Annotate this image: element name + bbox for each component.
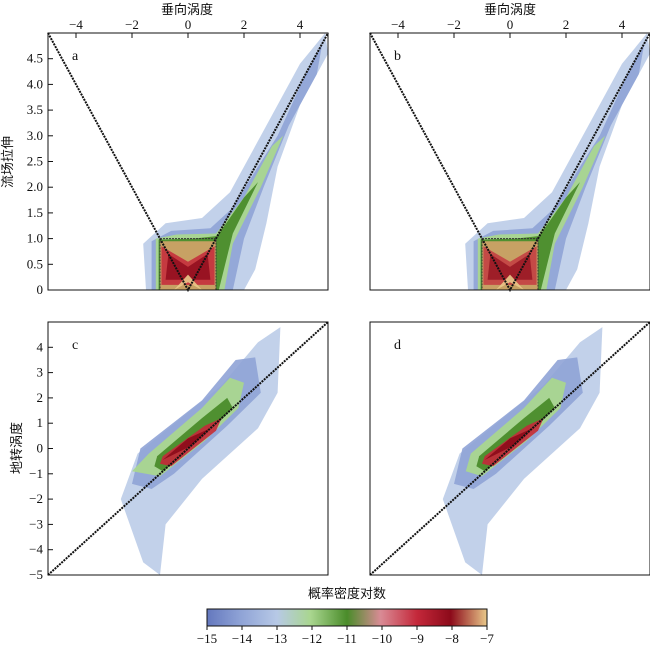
panel-label: b [394,49,401,64]
colorbar-tick-label: −10 [372,631,392,646]
y-tick-label: −1 [29,466,43,481]
panels: a −4 −2 0 2 4 0 0.5 1.0 1.5 2.0 2.5 3.0 3.5 4.0 4.5 b −4 −… [27,17,650,582]
y-tick-label: −3 [29,516,43,531]
y-axis-label-top: 流场拉伸 [1,136,16,188]
density-band [465,33,650,290]
panel-c: c −5 −4 −3 −2 −1 0 1 2 3 4 [29,321,329,582]
y-axis-label-bottom: 地转涡度 [9,422,25,474]
colorbar-gradient [206,608,488,627]
y-tick-label: 4.5 [27,51,43,66]
density-band [165,254,211,280]
density-heatmap [120,327,281,575]
y-tick-label: 0.5 [27,256,43,271]
panel-b: b −4 −2 0 2 4 [369,17,650,293]
panel-label: a [72,49,79,64]
colorbar-label: 概率密度对数 [308,586,386,602]
colorbar-tick-label: −8 [445,631,459,646]
y-tick-label: 2 [37,390,44,405]
density-band [496,274,524,290]
panel-frame [369,321,650,576]
y-tick-label: 2.5 [27,154,43,169]
y-tick-label: 2.0 [27,179,43,194]
y-tick-label: 3.0 [27,128,43,143]
density-band [174,274,202,290]
y-tick-label: 0 [37,282,44,297]
density-band [487,254,533,280]
y-tick-label: 4 [37,339,44,354]
panel-label: d [394,338,401,353]
y-tick-label: −5 [29,567,43,582]
x-tick-label: 0 [507,17,514,32]
y-tick-label: 3 [37,365,44,380]
density-band [143,33,328,290]
x-tick-label: 4 [297,17,304,32]
density-band [132,377,244,477]
colorbar: 概率密度对数 −15 −14 −13 −12 −11 −10 −9 −8 −7 [197,586,495,646]
colorbar-tick-label: −14 [232,631,253,646]
colorbar-tick-label: −11 [337,631,357,646]
panel-label: c [72,338,78,353]
y-tick-label: −2 [29,491,43,506]
x-tick-label: 4 [619,17,626,32]
y-tick-label: 0 [37,441,44,456]
density-band [484,428,533,460]
colorbar-tick-label: −15 [197,631,217,646]
density-band [162,428,211,460]
top-x-axis-label: 垂向涡度 [484,2,536,18]
x-tick-label: 0 [185,17,192,32]
x-tick-label: −4 [391,17,405,32]
x-tick-label: −4 [69,17,83,32]
colorbar-tick-label: −9 [410,631,424,646]
colorbar-tick-label: −13 [267,631,287,646]
density-heatmap [442,327,603,575]
panel-d: d [369,321,650,576]
density-heatmap [143,33,328,290]
colorbar-tick-label: −12 [302,631,322,646]
y-tick-label: 1.5 [27,205,43,220]
density-heatmap [465,33,650,290]
y-tick-label: 4.0 [27,76,43,91]
y-tick-label: 1.0 [27,231,43,246]
colorbar-ticks: −15 −14 −13 −12 −11 −10 −9 −8 −7 [197,626,494,646]
y-tick-label: −4 [29,542,43,557]
colorbar-tick-label: −7 [480,631,494,646]
x-tick-label: 2 [241,17,248,32]
y-tick-label: 1 [37,415,44,430]
panel-a: a −4 −2 0 2 4 0 0.5 1.0 1.5 2.0 2.5 3.0 3.5 4.0 4.5 [27,17,329,297]
x-tick-label: 2 [563,17,570,32]
y-tick-label: 3.5 [27,102,43,117]
x-tick-label: −2 [447,17,461,32]
x-tick-label: −2 [125,17,139,32]
top-x-axis-label: 垂向涡度 [161,2,213,18]
